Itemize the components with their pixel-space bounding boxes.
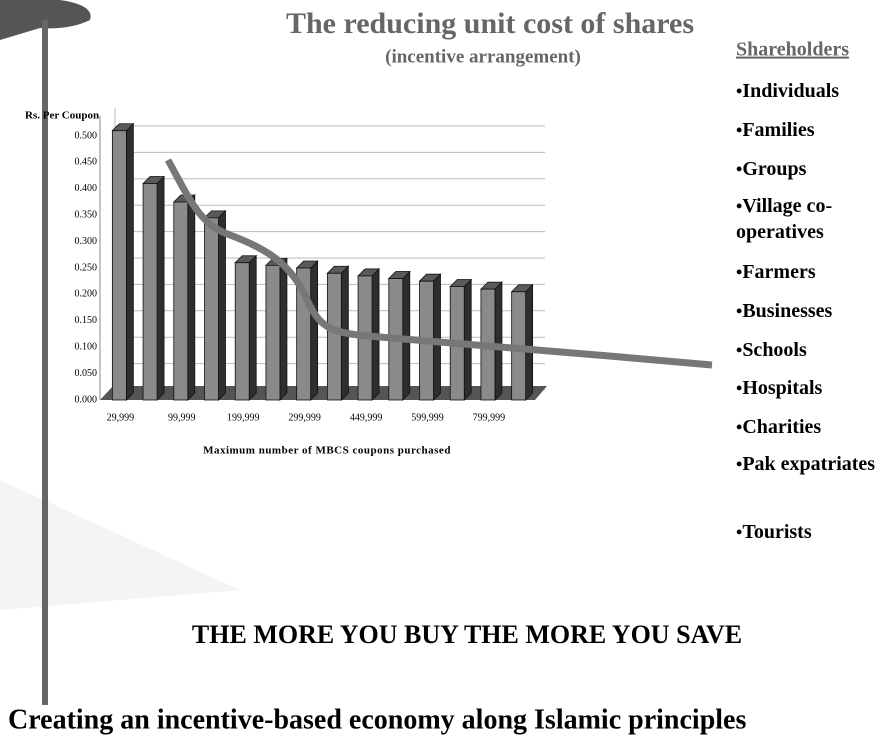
y-tick-label: 0.400	[75, 183, 98, 194]
y-tick-label: 0.450	[75, 157, 98, 168]
x-tick-label: 599,999	[411, 412, 444, 423]
list-item: Schools	[736, 337, 886, 363]
x-tick-label: 199,999	[227, 412, 260, 423]
chart-title: The reducing unit cost of shares	[286, 7, 694, 40]
bar-face	[125, 122, 134, 401]
bar	[234, 254, 258, 401]
list-item: Individuals	[736, 78, 886, 104]
y-tick-label: 0.100	[75, 341, 98, 352]
shade	[0, 480, 240, 610]
bar-face	[156, 175, 165, 401]
y-tick-label: 0.250	[75, 262, 98, 273]
x-tick-label: 299,999	[288, 412, 321, 423]
bar-face	[173, 201, 189, 401]
bar	[172, 194, 196, 401]
list-heading: Shareholders	[736, 39, 849, 61]
y-tick-label: 0.500	[75, 130, 98, 141]
list-item: Village co-operatives	[736, 193, 886, 245]
bar-face	[234, 262, 250, 401]
y-tick-label: 0.200	[75, 289, 98, 300]
list-item: Families	[736, 117, 886, 143]
list-item: Charities	[736, 414, 886, 440]
bar-face	[248, 254, 257, 401]
trend-curve	[164, 158, 713, 369]
y-axis-label: Rs. Per Coupon	[25, 110, 99, 122]
x-axis-label: Maximum number of MBCS coupons purchased	[203, 445, 451, 457]
bar-face	[204, 217, 219, 401]
bar-face	[265, 264, 281, 401]
bar-face	[310, 260, 319, 401]
bar-face	[525, 283, 534, 401]
slogan: THE MORE YOU BUY THE MORE YOU SAVE	[192, 620, 742, 649]
list-item: Groups	[736, 156, 886, 182]
bar-face	[111, 130, 127, 401]
floor	[100, 386, 547, 400]
bar	[510, 283, 534, 401]
bar-face	[142, 183, 158, 401]
bar	[142, 175, 166, 401]
bar-face	[326, 272, 342, 401]
bar	[111, 122, 135, 401]
x-tick-label: 799,999	[473, 412, 506, 423]
bar-face	[494, 281, 503, 401]
bar-face	[433, 273, 441, 401]
list-item: Tourists	[736, 519, 886, 545]
x-tick-label: 99,999	[168, 412, 196, 423]
list-item: Businesses	[736, 298, 886, 324]
bar-face	[279, 257, 288, 401]
vertical-bar	[42, 20, 48, 705]
list-item: Hospitals	[736, 375, 886, 401]
list-item: Pak expatriates	[736, 451, 886, 477]
bar	[449, 278, 473, 401]
chart-subtitle: (incentive arrangement)	[385, 46, 581, 67]
bar-face	[187, 194, 196, 401]
list-item: Farmers	[736, 259, 886, 285]
x-tick-label: 449,999	[350, 412, 383, 423]
bar	[479, 281, 503, 401]
bar	[264, 257, 288, 401]
y-tick-label: 0.150	[75, 315, 98, 326]
bar-face	[218, 209, 226, 401]
x-tick-label: 29,999	[107, 412, 135, 423]
bar	[203, 209, 227, 401]
y-tick-label: 0.350	[75, 209, 98, 220]
y-tick-label: 0.000	[75, 394, 98, 405]
footer: Creating an incentive-based economy alon…	[8, 704, 746, 735]
bar-face	[463, 278, 472, 401]
y-tick-label: 0.300	[75, 236, 98, 247]
y-tick-label: 0.050	[75, 368, 98, 379]
